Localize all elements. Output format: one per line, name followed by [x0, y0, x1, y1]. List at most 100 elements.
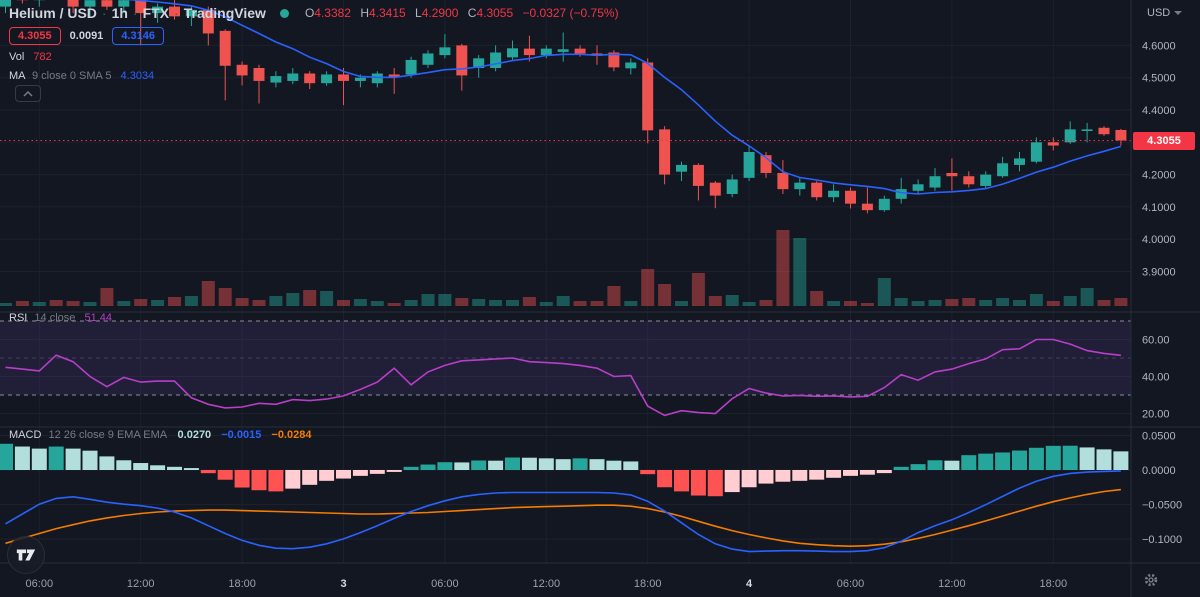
time-tick-label: 12:00 — [938, 578, 966, 590]
macd-histogram-bar — [640, 470, 656, 475]
sell-price-badge[interactable]: 4.3055 — [9, 27, 61, 45]
candle — [388, 74, 400, 77]
volume-bar — [15, 301, 29, 306]
chevron-up-icon — [23, 90, 33, 97]
candle — [507, 48, 518, 58]
candle — [794, 182, 806, 190]
candle — [743, 151, 755, 178]
time-tick-label: 18:00 — [228, 578, 256, 590]
macd-tick-label: −0.1000 — [1142, 534, 1182, 546]
currency-axis-selector[interactable]: USD — [1147, 7, 1183, 19]
candle — [709, 182, 721, 196]
volume-bar — [1013, 300, 1026, 306]
macd-histogram-bar — [234, 470, 250, 488]
macd-hist-value: 0.0270 — [177, 429, 212, 441]
volume-bar — [506, 300, 519, 306]
change-value: −0.0327 (−0.75%) — [522, 6, 619, 20]
volume-bar — [286, 293, 300, 306]
macd-histogram-bar — [183, 468, 199, 470]
chevron-down-icon — [1174, 11, 1183, 15]
volume-bar — [235, 298, 249, 306]
candle — [929, 176, 941, 188]
exchange-name: FTX — [142, 5, 170, 21]
time-tick-label: 12:00 — [533, 578, 561, 590]
macd-histogram-bar — [31, 448, 47, 470]
settings-button[interactable] — [1141, 570, 1161, 590]
candle — [338, 74, 349, 81]
volume-bar — [370, 301, 384, 306]
macd-histogram-bar — [1096, 449, 1112, 470]
interval-selector[interactable]: 1h — [111, 5, 128, 21]
volume-bar — [539, 302, 553, 306]
macd-histogram-bar — [521, 457, 537, 470]
macd-histogram-bar — [572, 458, 588, 470]
ma-line — [126, 0, 1122, 195]
market-status-dot-icon — [279, 8, 289, 18]
collapse-legend-button[interactable] — [15, 85, 41, 102]
candle — [67, 0, 79, 7]
macd-histogram-bar — [826, 470, 842, 478]
macd-histogram-bar — [690, 470, 706, 496]
legend-separator: · — [174, 5, 179, 21]
rsi-tick-label: 20.00 — [1142, 409, 1170, 421]
candle — [287, 73, 299, 81]
volume-bar — [691, 273, 705, 306]
volume-bar — [860, 303, 874, 306]
candle — [574, 48, 586, 54]
volume-bar — [353, 299, 367, 306]
candle — [152, 6, 164, 14]
volume-bar — [996, 298, 1010, 306]
volume-bar — [911, 301, 925, 306]
macd-histogram-bar — [386, 470, 402, 472]
ma-params: 9 close 0 SMA 5 — [31, 70, 112, 82]
macd-histogram-bar — [1028, 447, 1044, 470]
tradingview-logo-icon — [16, 549, 36, 561]
symbol-name[interactable]: Helium / USD — [9, 5, 97, 21]
tradingview-logo[interactable] — [7, 536, 45, 574]
macd-histogram-bar — [1012, 450, 1027, 470]
volume-bar — [66, 301, 80, 306]
time-tick-label: 06:00 — [431, 578, 459, 590]
time-tick-label: 18:00 — [634, 578, 662, 590]
time-tick-label: 12:00 — [127, 578, 155, 590]
macd-histogram-bar — [910, 464, 926, 470]
candle — [0, 0, 11, 7]
rsi-legend: RSI 14 close 51.44 — [9, 312, 112, 324]
volume-bar — [590, 301, 604, 306]
volume-bar — [269, 296, 283, 306]
macd-histogram-bar — [0, 443, 13, 470]
macd-histogram-bar — [48, 446, 64, 470]
volume-bar — [151, 300, 165, 306]
platform-name[interactable]: TradingView — [183, 5, 266, 21]
macd-histogram-bar — [437, 462, 453, 470]
rsi-value: 51.44 — [84, 312, 112, 324]
volume-bar — [387, 303, 401, 306]
volume-bar — [320, 291, 334, 306]
candle — [861, 203, 873, 211]
volume-label[interactable]: Vol — [9, 51, 25, 63]
ohlc-readout: O4.3382 H4.3415 L4.2900 C4.3055 −0.0327 … — [299, 6, 619, 20]
macd-histogram-bar — [978, 453, 994, 470]
macd-histogram-bar — [809, 470, 825, 480]
volume-bar — [337, 300, 350, 306]
buy-price-badge[interactable]: 4.3146 — [112, 27, 164, 45]
legend-separator: · — [101, 5, 107, 21]
volume-bar — [675, 301, 688, 306]
macd-signal-line — [5, 488, 1121, 548]
time-tick-label: 3 — [340, 578, 346, 590]
macd-histogram-bar — [352, 470, 368, 476]
candle — [625, 62, 637, 69]
volume-layer — [0, 230, 1128, 306]
macd-histogram-bar — [758, 470, 774, 484]
macd-label[interactable]: MACD — [9, 429, 42, 441]
rsi-label[interactable]: RSI — [9, 312, 28, 324]
volume-bar — [573, 301, 587, 306]
macd-histogram-bar — [505, 457, 520, 470]
volume-bar — [725, 295, 739, 306]
close-label: C — [467, 6, 477, 20]
macd-histogram-bar — [792, 470, 808, 481]
ma-label[interactable]: MA — [9, 70, 25, 82]
volume-bar — [455, 298, 469, 306]
candle — [912, 184, 924, 191]
